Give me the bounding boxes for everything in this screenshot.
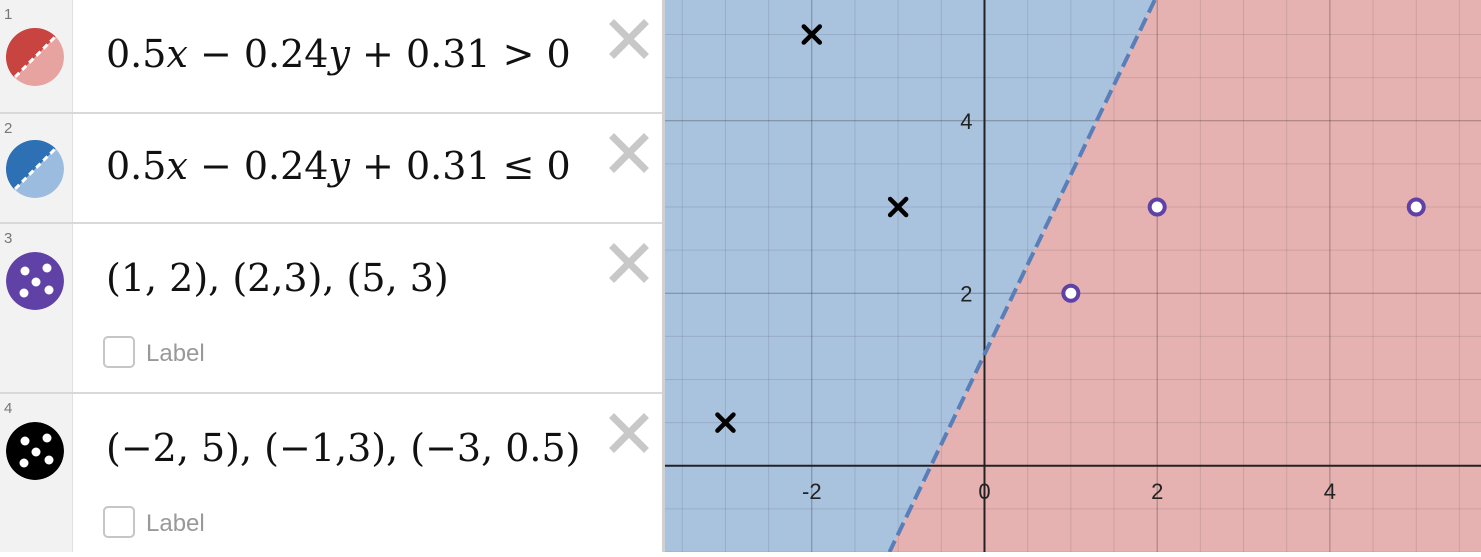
open-point[interactable] — [1147, 197, 1167, 217]
delete-expression-button[interactable] — [606, 410, 652, 456]
delete-expression-button[interactable] — [606, 16, 652, 62]
y-tick-label: 4 — [960, 109, 972, 134]
expression-input[interactable]: 0.5x − 0.24y + 0.31 > 0 — [106, 32, 571, 76]
expression-input[interactable]: (−2, 5), (−1,3), (−3, 0.5) — [106, 426, 581, 470]
expression-gutter: 2 — [0, 114, 73, 222]
expression-row-4[interactable]: 4 (−2, 5), (−1,3), (−3, 0.5) Label — [0, 394, 662, 552]
label-text: Label — [146, 510, 205, 537]
x-tick-label: 4 — [1324, 479, 1336, 504]
y-tick-label: 2 — [960, 281, 972, 306]
graph-canvas[interactable]: -2 0 2 4 2 4 — [665, 0, 1481, 553]
shaded-region-below — [889, 0, 1481, 552]
close-icon — [609, 243, 649, 283]
cross-mark — [801, 24, 823, 45]
points-icon[interactable] — [6, 252, 64, 310]
axes — [665, 0, 1481, 552]
panel-divider[interactable] — [662, 0, 665, 552]
math-text: + 0.31 > 0 — [349, 32, 571, 76]
math-var-x: x — [166, 32, 188, 76]
expression-number: 2 — [4, 120, 13, 137]
expression-row-3[interactable]: 3 (1, 2), (2,3), (5, 3) Label — [0, 224, 662, 394]
shaded-region-above — [665, 0, 1155, 552]
grid-minor — [665, 0, 1481, 553]
math-var-x: x — [166, 144, 188, 188]
expression-list: 1 0.5x − 0.24y + 0.31 > 0 2 — [0, 0, 662, 552]
open-point[interactable] — [1061, 283, 1081, 303]
delete-expression-button[interactable] — [606, 130, 652, 176]
points-icon[interactable] — [6, 422, 64, 480]
expression-input[interactable]: 0.5x − 0.24y + 0.31 ≤ 0 — [106, 144, 571, 188]
close-icon — [609, 133, 649, 173]
expression-number: 3 — [4, 230, 13, 247]
label-checkbox[interactable] — [103, 336, 135, 368]
math-text: 0.5 — [106, 32, 167, 76]
boundary-line — [887, 0, 1157, 553]
graph-plot[interactable]: -2 0 2 4 2 4 — [665, 0, 1481, 553]
shaded-inequality-icon[interactable] — [6, 140, 64, 198]
x-tick-label: 2 — [1151, 479, 1163, 504]
x-tick-label: 0 — [978, 479, 990, 504]
x-tick-label: -2 — [802, 479, 822, 504]
expression-row-2[interactable]: 2 0.5x − 0.24y + 0.31 ≤ 0 — [0, 114, 662, 224]
expression-gutter: 3 — [0, 224, 73, 392]
expression-row-1[interactable]: 1 0.5x − 0.24y + 0.31 > 0 — [0, 0, 662, 114]
math-var-y: y — [328, 32, 350, 76]
expression-number: 4 — [4, 400, 13, 417]
math-text: 0.5 — [106, 144, 167, 188]
expression-number: 1 — [4, 6, 13, 23]
cross-point[interactable] — [887, 196, 909, 218]
cross-mark — [887, 196, 909, 218]
expression-input[interactable]: (1, 2), (2,3), (5, 3) — [106, 256, 449, 300]
label-text: Label — [146, 340, 205, 367]
close-icon — [609, 19, 649, 59]
expression-gutter: 1 — [0, 0, 73, 112]
math-var-y: y — [328, 144, 350, 188]
open-point[interactable] — [1406, 197, 1426, 217]
math-text: − 0.24 — [187, 144, 329, 188]
label-checkbox[interactable] — [103, 506, 135, 538]
cross-mark — [715, 412, 736, 433]
close-icon — [609, 413, 649, 453]
delete-expression-button[interactable] — [606, 240, 652, 286]
plotted-points[interactable] — [715, 24, 1426, 433]
shaded-inequality-icon[interactable] — [6, 28, 64, 86]
math-text: − 0.24 — [187, 32, 329, 76]
math-text: + 0.31 ≤ 0 — [349, 144, 571, 188]
cross-point[interactable] — [715, 412, 736, 433]
expression-gutter: 4 — [0, 394, 73, 552]
tick-labels: -2 0 2 4 2 4 — [802, 109, 1336, 504]
cross-point[interactable] — [801, 24, 823, 45]
